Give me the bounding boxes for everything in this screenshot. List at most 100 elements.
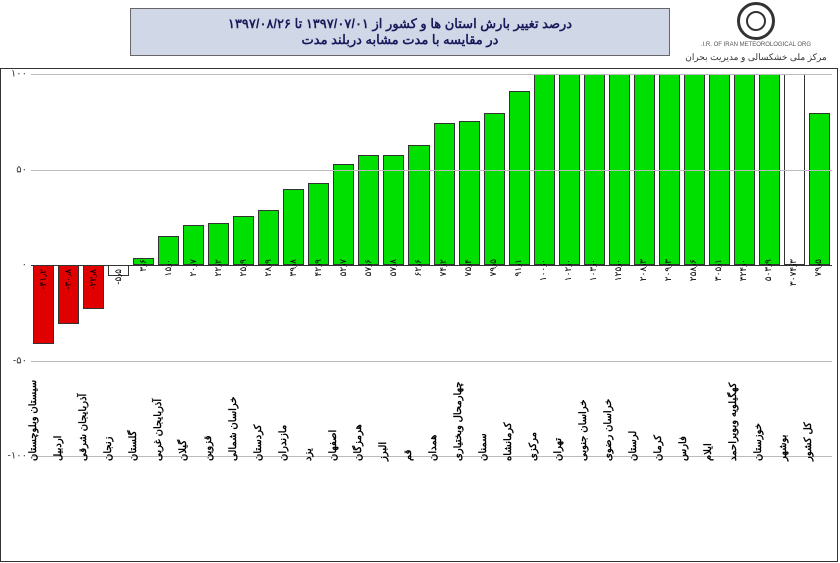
bar-value-label: ۲۵٫۹ <box>238 259 248 276</box>
logo-icon <box>737 2 775 40</box>
y-tick-label: ۵۰ <box>16 164 27 175</box>
x-label-slot: هرمزگان <box>356 459 381 559</box>
x-label-slot: کل کشور <box>807 459 832 559</box>
bar-value-label: ۷۴٫۲ <box>438 259 448 276</box>
y-tick-label: ۰ <box>22 260 27 271</box>
x-label-slot: یزد <box>306 459 331 559</box>
x-axis-label: اصفهان <box>328 430 339 461</box>
x-label-slot: اردبیل <box>56 459 81 559</box>
x-label-slot: بوشهر <box>782 459 807 559</box>
x-label-slot: خراسان شمالی <box>231 459 256 559</box>
x-label-slot: خراسان رضوی <box>607 459 632 559</box>
x-axis-label: لرستان <box>628 431 639 461</box>
bar-value-label: ۵۰۳٫۹ <box>763 259 773 281</box>
bar <box>408 145 429 265</box>
x-axis-label: مازندران <box>278 425 289 461</box>
bar-value-label: ۴۲٫۹ <box>313 259 323 276</box>
bar <box>308 183 329 265</box>
bar-value-label: -۵٫۵ <box>113 269 123 285</box>
x-label-slot: کهگیلویه وبویراحمد <box>732 459 757 559</box>
bar <box>358 155 379 265</box>
logo-text-small: I.R. OF IRAN METEOROLOGICAL ORG. <box>676 42 836 48</box>
bar-value-label: ۷۵٫۴ <box>463 259 473 276</box>
x-label-slot: لرستان <box>632 459 657 559</box>
title-line-1: درصد تغییر بارش استان ها و کشور از ۱۳۹۷/… <box>228 16 572 32</box>
x-label-slot: آذربایجان غربی <box>156 459 181 559</box>
x-label-slot: مازندران <box>281 459 306 559</box>
bar <box>233 216 254 265</box>
x-label-slot: فارس <box>682 459 707 559</box>
x-axis-label: فارس <box>678 436 689 461</box>
bar <box>484 113 505 265</box>
x-axis-label: کهگیلویه وبویراحمد <box>728 383 739 461</box>
bar <box>809 113 830 265</box>
x-label-slot: همدان <box>432 459 457 559</box>
x-axis-label: بوشهر <box>778 435 789 461</box>
x-label-slot: ایلام <box>707 459 732 559</box>
x-axis-label: کل کشور <box>803 422 814 461</box>
x-axis-label: قزوین <box>203 435 214 461</box>
x-axis-label: سمنان <box>478 433 489 461</box>
x-axis-label: آذربایجان غربی <box>153 399 164 461</box>
x-label-slot: سیستان وبلوچستان <box>31 459 56 559</box>
x-axis-label: اردبیل <box>53 436 64 461</box>
bar-value-label: ۲۲٫۲ <box>213 259 223 276</box>
bar <box>459 121 480 265</box>
x-axis-label: مرکزی <box>528 432 539 461</box>
title-box: درصد تغییر بارش استان ها و کشور از ۱۳۹۷/… <box>130 8 670 56</box>
y-tick-label: ۱۰۰ <box>11 69 27 80</box>
bar-value-label: ۵۷٫۶ <box>363 259 373 276</box>
x-label-slot: زنجان <box>106 459 131 559</box>
y-tick-label: -۱۰۰ <box>8 451 27 462</box>
grid-line <box>31 170 832 171</box>
bar-value-label: ۷۹٫۵ <box>488 259 498 276</box>
bar <box>383 155 404 265</box>
x-label-slot: تهران <box>557 459 582 559</box>
y-tick-label: -۵۰ <box>13 355 27 366</box>
org-name: مرکز ملی خشکسالی و مدیریت بحران <box>676 52 836 63</box>
x-axis-label: خوزستان <box>753 423 764 461</box>
x-label-slot: خوزستان <box>757 459 782 559</box>
bar <box>283 189 304 265</box>
bar-value-label: ۳۰۷۴٫۳ <box>788 259 798 286</box>
x-label-slot: قم <box>406 459 431 559</box>
bar-value-label: ۷۹٫۵ <box>813 259 823 276</box>
bar-value-label: ۱۰۰٫۰ <box>538 259 548 281</box>
bar <box>333 164 354 265</box>
bar-value-label: ۲۸٫۹ <box>263 259 273 276</box>
x-axis-label: آذربایجان شرقی <box>78 394 89 461</box>
y-axis: -۱۰۰-۵۰۰۵۰۱۰۰ <box>1 74 29 456</box>
grid-line <box>31 74 832 75</box>
x-axis-label: خراسان رضوی <box>603 399 614 461</box>
x-axis-label: همدان <box>428 435 439 461</box>
x-axis-label: ایلام <box>703 443 714 461</box>
bar-value-label: -۳۰٫۸ <box>63 269 73 289</box>
bar-value-label: ۲۵۸٫۶ <box>688 259 698 281</box>
x-axis-label: خراسان شمالی <box>228 396 239 461</box>
x-axis-label: یزد <box>303 448 314 461</box>
bar-value-label: ۹۱٫۱ <box>513 259 523 276</box>
x-label-slot: اصفهان <box>331 459 356 559</box>
x-axis-label: زنجان <box>103 437 114 461</box>
x-axis-label: هرمزگان <box>353 424 364 461</box>
x-axis-label: خراسان جنوبی <box>578 399 589 461</box>
bar-value-label: ۱۰۳٫۰ <box>588 259 598 281</box>
bar <box>434 123 455 265</box>
bar-value-label: ۱۵٫۰ <box>163 259 173 276</box>
bar <box>258 210 279 265</box>
bar-value-label: -۲۲٫۸ <box>88 269 98 289</box>
bar-value-label: ۲۰۸٫۳ <box>638 259 648 281</box>
x-label-slot: کردستان <box>256 459 281 559</box>
bar-value-label: ۶۲٫۶ <box>413 259 423 276</box>
x-label-slot: خراسان جنوبی <box>582 459 607 559</box>
x-axis-label: چهارمحال وبختیاری <box>453 382 464 461</box>
bar-value-label: ۳۹٫۸ <box>288 259 298 276</box>
x-axis-label: گلستان <box>128 431 139 461</box>
x-axis-label: قم <box>403 450 414 461</box>
zero-line <box>31 265 832 266</box>
bar-value-label: ۵۲٫۷ <box>338 259 348 276</box>
bar-value-label: ۵۷٫۸ <box>388 259 398 276</box>
x-axis-label: البرز <box>378 442 389 461</box>
x-axis-label: کردستان <box>253 424 264 461</box>
x-label-slot: آذربایجان شرقی <box>81 459 106 559</box>
